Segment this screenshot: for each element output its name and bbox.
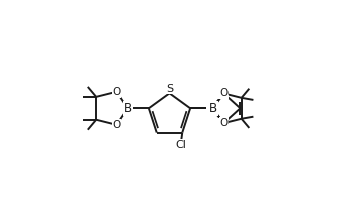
Text: B: B: [123, 102, 132, 115]
Text: O: O: [112, 87, 121, 97]
Text: O: O: [219, 118, 227, 128]
Text: B: B: [207, 102, 215, 115]
Text: O: O: [219, 88, 227, 98]
Text: Cl: Cl: [176, 140, 186, 150]
Text: O: O: [220, 118, 228, 128]
Text: O: O: [220, 89, 228, 99]
Text: O: O: [112, 120, 121, 130]
Text: B: B: [209, 102, 217, 115]
Text: S: S: [166, 84, 173, 94]
